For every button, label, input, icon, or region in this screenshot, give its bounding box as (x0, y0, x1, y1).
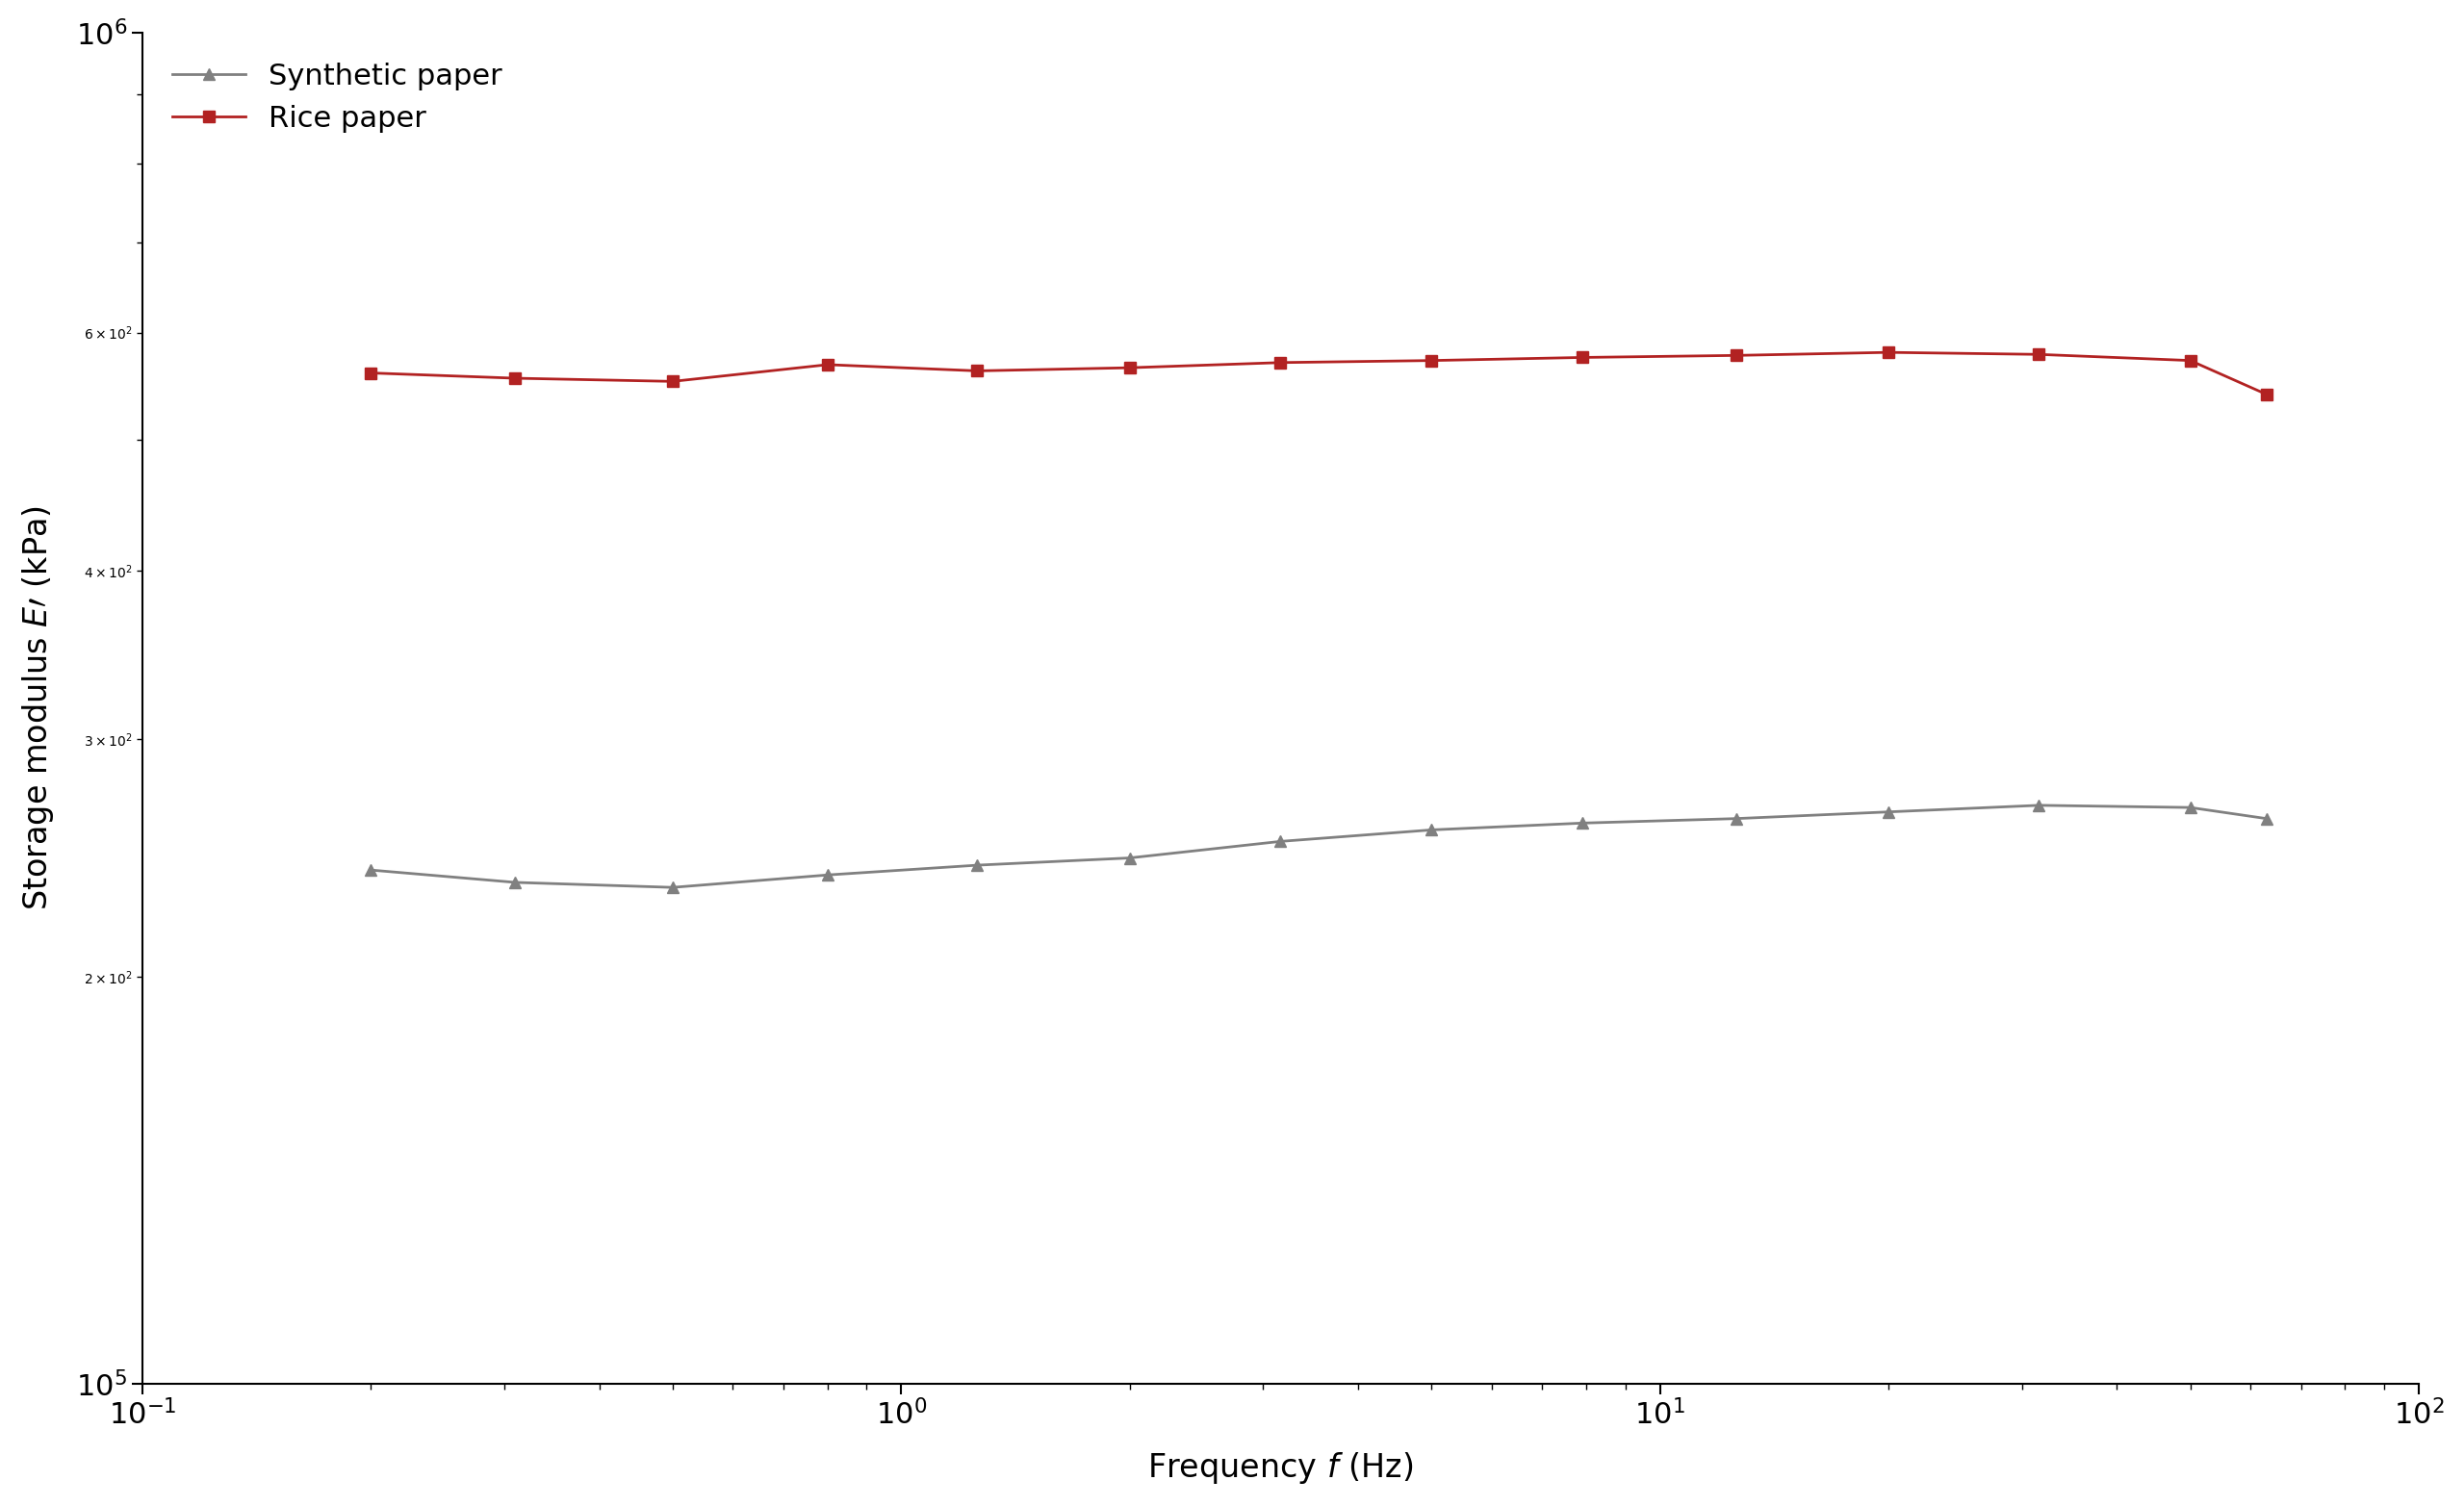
Rice paper (658, 372, 687, 390)
Synthetic paper (2025, 797, 2055, 815)
Rice paper (500, 369, 530, 387)
Synthetic paper (1266, 833, 1296, 851)
X-axis label: Frequency $f$ (Hz): Frequency $f$ (Hz) (1148, 1450, 1414, 1486)
Rice paper (963, 361, 993, 380)
Synthetic paper (2252, 810, 2282, 828)
Rice paper (1722, 346, 1752, 364)
Synthetic paper (1567, 815, 1597, 833)
Legend: Synthetic paper, Rice paper: Synthetic paper, Rice paper (158, 48, 517, 148)
Synthetic paper (1417, 821, 1446, 839)
Synthetic paper (658, 878, 687, 896)
Synthetic paper (2176, 798, 2205, 816)
Rice paper (357, 364, 387, 383)
Rice paper (813, 355, 843, 373)
Rice paper (1417, 351, 1446, 369)
Rice paper (1114, 358, 1143, 376)
Synthetic paper (357, 861, 387, 880)
Synthetic paper (1873, 803, 1902, 821)
Synthetic paper (813, 866, 843, 884)
Synthetic paper (963, 855, 993, 873)
Rice paper (1266, 354, 1296, 372)
Line: Rice paper: Rice paper (365, 346, 2272, 399)
Rice paper (2176, 351, 2205, 369)
Synthetic paper (500, 873, 530, 892)
Rice paper (1873, 343, 1902, 361)
Rice paper (2252, 386, 2282, 404)
Synthetic paper (1722, 810, 1752, 828)
Synthetic paper (1114, 849, 1143, 867)
Line: Synthetic paper: Synthetic paper (365, 800, 2272, 893)
Rice paper (2025, 345, 2055, 363)
Y-axis label: Storage modulus $E{\prime}$ (kPa): Storage modulus $E{\prime}$ (kPa) (20, 506, 57, 911)
Rice paper (1567, 348, 1597, 366)
